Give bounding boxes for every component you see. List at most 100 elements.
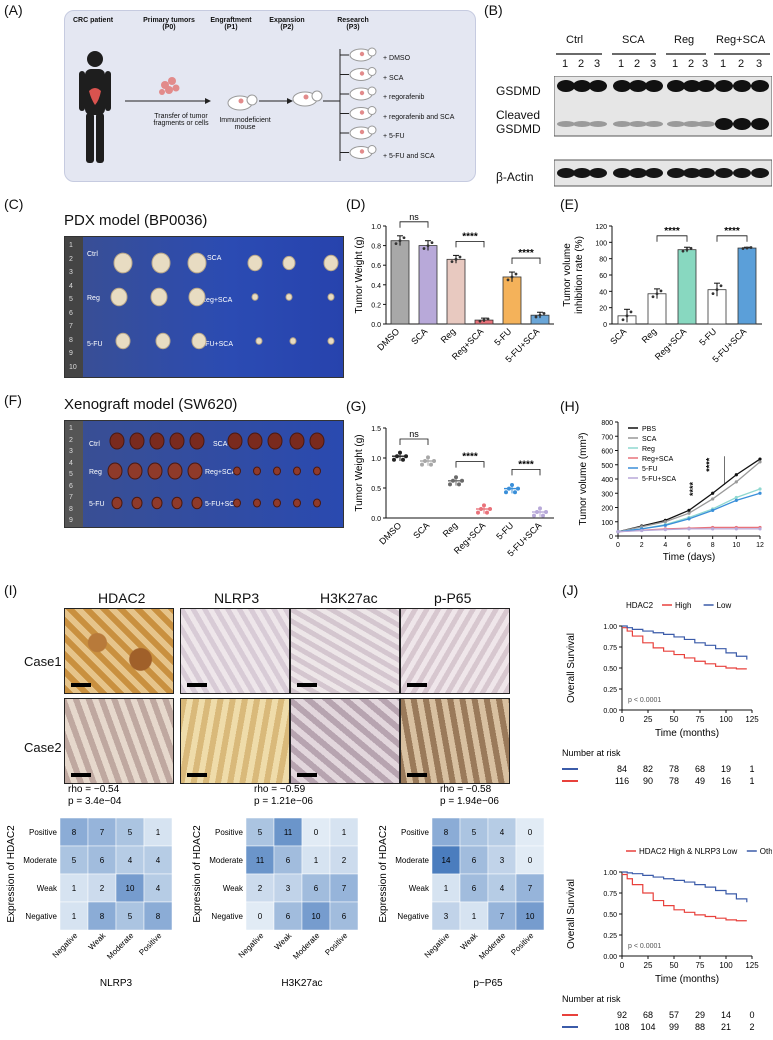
significance-bracket (656, 235, 688, 242)
data-point (745, 246, 749, 250)
ihc-row-case2: Case2 (24, 740, 62, 755)
x-tick-label: SCA (608, 326, 628, 346)
scale-bar (187, 683, 207, 687)
panel-label-b: (B) (484, 2, 503, 18)
band-cleaved (589, 121, 607, 127)
heat-cell (245, 901, 275, 931)
tumor (323, 254, 339, 272)
y-tick-label: 0.4 (371, 283, 381, 290)
data-point (516, 486, 520, 491)
significance-label: **** (462, 231, 478, 242)
heat-cell (515, 901, 545, 931)
data-point (398, 450, 402, 455)
data-point (506, 278, 510, 282)
tumor (327, 293, 335, 301)
y-tick-label: 400 (601, 477, 613, 484)
data-point (741, 247, 745, 250)
cell-value: 14 (442, 856, 451, 865)
x-tick-label: DMSO (375, 326, 401, 352)
data-point (541, 513, 545, 518)
significance-label: ns (409, 212, 419, 222)
data-point (687, 527, 691, 531)
band-actin (751, 168, 769, 178)
data-point (482, 318, 486, 322)
y-tick-label: 0.50 (603, 666, 617, 673)
band-actin (683, 168, 701, 178)
row-label: Positive (401, 828, 430, 837)
panel-label-h: (H) (560, 398, 580, 414)
x-tick-label: 5-FU (492, 326, 513, 347)
xeno-title: Xenograft model (SW620) (64, 396, 238, 413)
tumor (293, 498, 301, 508)
mouse-text: Immunodeficient mouse (219, 117, 271, 131)
ruler-tick: 1 (69, 425, 73, 432)
cell-value: 3 (286, 884, 291, 893)
pdx-label-5fusca: 5-FU+SCA (199, 341, 234, 348)
cell-value: 10 (126, 884, 135, 893)
scale-bar (71, 683, 91, 687)
legend-label: 5-FU+SCA (642, 476, 676, 483)
panel-label-d: (D) (346, 196, 366, 212)
significance-label: **** (705, 457, 715, 472)
scale-bar (187, 773, 207, 777)
y-axis-label: Expression of HDAC2 (378, 825, 389, 923)
x-tick-label: 25 (644, 961, 653, 970)
lane-number: 2 (634, 58, 641, 70)
cell-value: 3 (444, 912, 449, 921)
tumor (253, 498, 261, 508)
data-point (734, 495, 738, 500)
band-actin (697, 168, 715, 178)
data-point (621, 318, 625, 322)
ruler-xeno: 1 2 3 4 5 6 7 8 9 (65, 421, 83, 527)
p-label: p = 1.21e−06 (254, 796, 313, 807)
data-point (510, 483, 514, 487)
pdx-label-sca: SCA (207, 255, 222, 262)
data-point (504, 490, 508, 495)
band-actin (613, 168, 631, 178)
tumor (107, 462, 123, 480)
tumor (171, 496, 183, 510)
data-point (629, 310, 633, 314)
heat-cell (301, 817, 331, 847)
pdx-title: PDX model (BP0036) (64, 212, 208, 229)
heat-cell (301, 845, 331, 875)
data-point (432, 459, 436, 463)
x-tick-label: SCA (409, 326, 429, 346)
heat-cell (143, 901, 173, 931)
stage-title-3: Expansion (P2) (269, 17, 305, 31)
tumor (155, 332, 171, 350)
data-point (711, 497, 715, 501)
row-label-actin: β-Actin (496, 170, 534, 184)
cell-value: 5 (128, 912, 133, 921)
data-point (687, 511, 691, 515)
ihc-image (400, 698, 510, 784)
data-point (478, 319, 482, 323)
data-point (420, 462, 424, 467)
heat-cell (273, 901, 303, 931)
significance-bracket (399, 221, 429, 228)
cell-value: 5 (72, 856, 77, 865)
tumor (113, 252, 133, 274)
row-label: Weak (223, 884, 244, 893)
tumor (109, 432, 125, 450)
panel-label-g: (G) (346, 398, 367, 414)
data-point (476, 510, 480, 515)
band-cleaved (645, 121, 663, 127)
tumor (129, 432, 145, 450)
band-actin (733, 168, 751, 178)
cell-value: 0 (528, 856, 533, 865)
y-axis-label: Tumor Weight (g) (354, 434, 365, 511)
data-point (689, 246, 693, 250)
heat-cell (487, 873, 517, 903)
cell-value: 1 (472, 912, 477, 921)
data-point (454, 475, 458, 480)
risk-number: 92 (617, 1010, 627, 1020)
band-actin (629, 168, 647, 178)
tumor (251, 293, 259, 301)
data-point (401, 457, 405, 462)
lane-number: 3 (756, 58, 763, 70)
y-tick-label: 1.5 (371, 426, 381, 433)
heat-cell (431, 817, 461, 847)
panel-label-f: (F) (4, 392, 22, 408)
x-tick-label: 10 (732, 542, 740, 549)
